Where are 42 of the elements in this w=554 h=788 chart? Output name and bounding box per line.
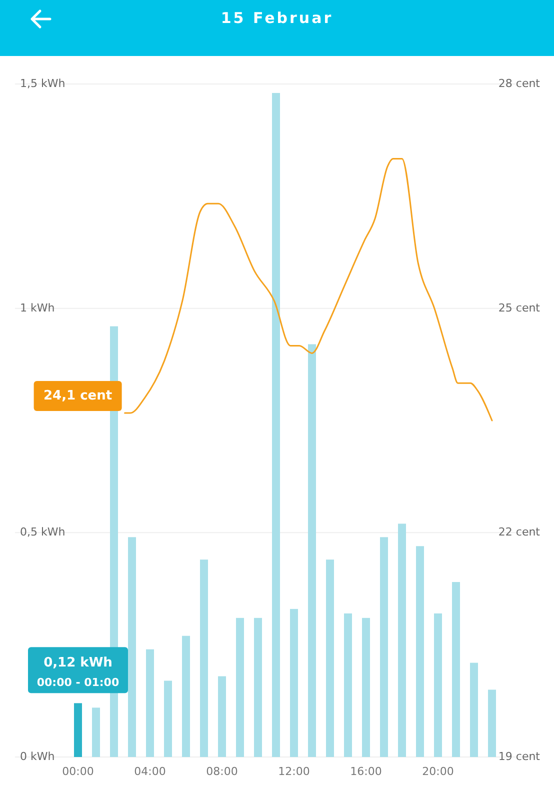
bar xyxy=(452,582,460,757)
y-tick-label: 0 kWh xyxy=(20,750,55,764)
annotation: 0,12 kWh xyxy=(44,656,112,671)
bar xyxy=(290,608,298,757)
bar xyxy=(200,560,208,757)
bar xyxy=(92,708,100,757)
bar xyxy=(380,537,388,757)
x-tick-label: 08:00 xyxy=(206,765,238,778)
bar xyxy=(362,618,370,757)
bar xyxy=(182,636,190,757)
y-tick-label: 1 kWh xyxy=(20,301,55,314)
bar xyxy=(344,613,352,757)
x-tick-label: 04:00 xyxy=(134,765,166,778)
bar xyxy=(470,662,478,757)
annotation: 24,1 cent xyxy=(44,388,112,404)
bar xyxy=(416,546,424,757)
bar xyxy=(146,649,154,757)
y2-tick-label: 28 cent xyxy=(498,77,541,90)
chart-title: 15 Februar xyxy=(220,9,334,27)
y2-tick-label: 25 cent xyxy=(498,301,541,314)
x-tick-label: 12:00 xyxy=(278,765,310,778)
line-series xyxy=(124,158,493,422)
y-tick-label: 1,5 kWh xyxy=(20,77,66,90)
bar xyxy=(254,618,262,757)
bar xyxy=(326,560,334,757)
bar xyxy=(398,524,406,757)
bar xyxy=(128,537,136,757)
bar xyxy=(74,703,82,757)
bar xyxy=(488,690,496,757)
bar xyxy=(164,680,172,757)
x-tick-label: 20:00 xyxy=(422,765,454,778)
bar xyxy=(308,344,316,757)
bar xyxy=(272,92,280,757)
bar xyxy=(218,676,226,757)
x-tick-label: 16:00 xyxy=(350,765,382,778)
y2-tick-label: 19 cent xyxy=(498,750,541,764)
y2-tick-label: 22 cent xyxy=(498,526,541,539)
bar xyxy=(434,613,442,757)
y-tick-label: 0,5 kWh xyxy=(20,526,66,539)
annotation: 00:00 - 01:00 xyxy=(36,676,120,690)
x-tick-label: 00:00 xyxy=(62,765,94,778)
bar xyxy=(236,618,244,757)
